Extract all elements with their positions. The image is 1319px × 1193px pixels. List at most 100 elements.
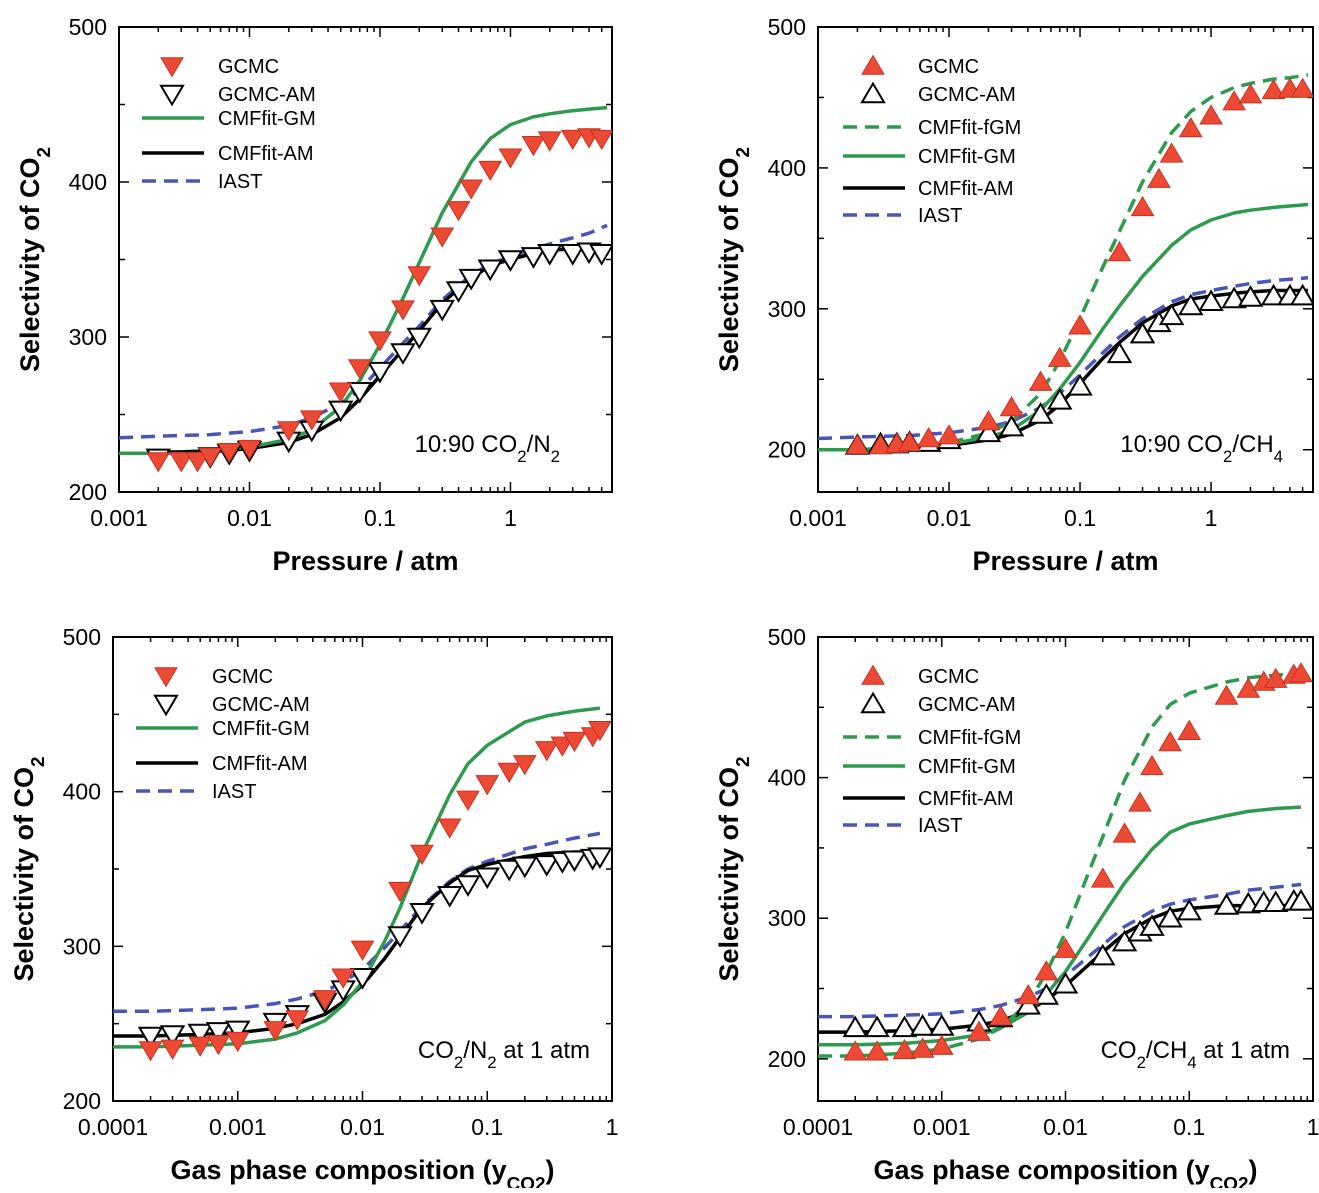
- series-line-fgm: [818, 73, 1309, 452]
- legend-marker-gcmc: [861, 54, 885, 75]
- data-point-gcmc: [347, 359, 372, 380]
- data-point-gcmc_am: [1213, 893, 1240, 915]
- data-point-gcmc: [1112, 822, 1137, 843]
- data-point-gcmc: [929, 1034, 954, 1055]
- data-point-gcmc: [1199, 104, 1223, 125]
- data-point-gcmc_am: [205, 1022, 232, 1044]
- data-point-gcmc_am: [909, 1014, 936, 1036]
- data-point-gcmc_am: [1198, 289, 1224, 312]
- legend-label-am: CMFfit-AM: [218, 143, 314, 165]
- data-point-gcmc_am: [496, 859, 522, 882]
- data-point-gcmc: [331, 968, 356, 989]
- series-group: [113, 706, 612, 1062]
- legend-marker-gcmc: [154, 667, 178, 688]
- series-group: [119, 105, 612, 473]
- y-tick-label: 400: [768, 155, 806, 181]
- data-point-gcmc_am: [347, 382, 373, 404]
- y-tick-label: 300: [768, 905, 806, 931]
- legend-label-gcmc_am: GCMC-AM: [918, 694, 1016, 716]
- data-point-gcmc_am: [458, 268, 484, 291]
- data-point-gcmc_am: [455, 875, 481, 897]
- x-tick-label: 1: [606, 1114, 619, 1140]
- legend: GCMC GCMC-AM CMFfit-fGM CMFfit-GM CMFfit-AM I…: [843, 54, 1021, 227]
- y-axis-title: Selectivity of CO2: [9, 756, 49, 981]
- data-point-gcmc: [498, 148, 523, 169]
- data-point-gcmc_am: [1288, 888, 1313, 911]
- data-point-gcmc_am: [390, 343, 416, 365]
- series-line-gm: [119, 105, 608, 456]
- data-point-gcmc: [537, 131, 562, 152]
- y-tick-label: 300: [63, 933, 101, 959]
- legend-label-gcmc_am: GCMC-AM: [218, 84, 316, 106]
- legend-label-gcmc: GCMC: [218, 56, 279, 78]
- x-tick-label: 0.001: [789, 505, 847, 531]
- legend-marker-gcmc: [861, 664, 885, 685]
- data-point-gcmc_am: [1289, 283, 1313, 306]
- legend-label-am: CMFfit-AM: [918, 178, 1014, 200]
- y-tick-label: 500: [768, 14, 806, 40]
- data-point-gcmc_am: [1176, 898, 1202, 921]
- data-point-gcmc_am: [1027, 402, 1054, 424]
- data-point-gcmc: [865, 1040, 889, 1061]
- y-axis-title: Selectivity of CO2: [714, 147, 754, 372]
- series-line-am: [818, 288, 1308, 452]
- data-point-gcmc: [562, 731, 587, 753]
- data-point-gcmc: [138, 1041, 163, 1062]
- data-point-gcmc: [188, 1036, 213, 1057]
- data-point-gcmc: [892, 1038, 917, 1060]
- data-point-gcmc: [313, 990, 337, 1011]
- data-point-gcmc_am: [1157, 905, 1183, 928]
- data-point-gcmc_am: [1090, 943, 1116, 966]
- data-point-gcmc_am: [975, 420, 1002, 443]
- data-point-gcmc_am: [445, 281, 472, 303]
- data-point-gcmc_am: [497, 250, 524, 272]
- legend-marker-gcmc_am: [860, 691, 886, 714]
- data-point-gcmc_am: [387, 926, 413, 948]
- data-point-gcmc: [588, 721, 612, 742]
- data-point-gcmc_am: [1067, 373, 1093, 396]
- legend-label-gcmc_am: GCMC-AM: [212, 694, 310, 716]
- data-point-gcmc: [1128, 791, 1152, 812]
- y-tick-label: 500: [768, 624, 806, 650]
- data-point-gcmc_am: [588, 244, 612, 266]
- data-point-gcmc_am: [534, 855, 560, 877]
- data-point-gcmc: [1177, 719, 1202, 740]
- legend-label-iast: IAST: [212, 781, 256, 803]
- data-point-gcmc_am: [1139, 914, 1165, 936]
- panel-annotation: CO2/CH4 at 1 atm: [1101, 1037, 1290, 1072]
- series-line-fgm: [818, 671, 1302, 1058]
- series-line-gm: [818, 805, 1302, 1047]
- data-point-gcmc: [512, 755, 537, 776]
- data-point-gcmc: [237, 439, 262, 461]
- data-point-gcmc: [1047, 346, 1072, 367]
- data-point-gcmc: [388, 881, 412, 903]
- data-point-gcmc: [1290, 77, 1313, 98]
- legend-label-gcmc: GCMC: [918, 56, 979, 78]
- data-point-gcmc: [497, 762, 522, 783]
- data-point-gcmc: [910, 1037, 935, 1058]
- data-point-gcmc: [160, 1039, 185, 1060]
- data-point-gcmc: [845, 434, 870, 455]
- chart-panel-bottom-right: 0.0001 0.001 0.01 0.1 1 200 300 400 500 Gas phase…: [714, 624, 1319, 1193]
- y-tick-label: 500: [63, 624, 101, 650]
- legend-label-gm: CMFfit-GM: [218, 108, 316, 130]
- data-point-gcmc_am: [137, 1026, 164, 1049]
- data-point-gcmc: [1289, 662, 1313, 683]
- data-point-gcmc: [459, 179, 484, 200]
- data-point-gcmc: [534, 741, 559, 762]
- data-point-gcmc: [328, 382, 353, 403]
- data-point-gcmc_am: [1158, 303, 1185, 326]
- data-point-gcmc_am: [891, 1015, 918, 1038]
- y-tick-label: 200: [768, 1046, 806, 1072]
- plot-frame: [817, 26, 1314, 493]
- data-point-gcmc_am: [587, 847, 612, 870]
- data-point-gcmc: [146, 452, 171, 473]
- data-point-gcmc: [1263, 667, 1288, 688]
- series-line-iast: [818, 276, 1309, 441]
- data-point-gcmc: [868, 434, 893, 455]
- data-point-gcmc: [1178, 117, 1203, 138]
- panel-annotation: 10:90 CO2/CH4: [1120, 431, 1283, 466]
- data-point-gcmc: [478, 160, 503, 182]
